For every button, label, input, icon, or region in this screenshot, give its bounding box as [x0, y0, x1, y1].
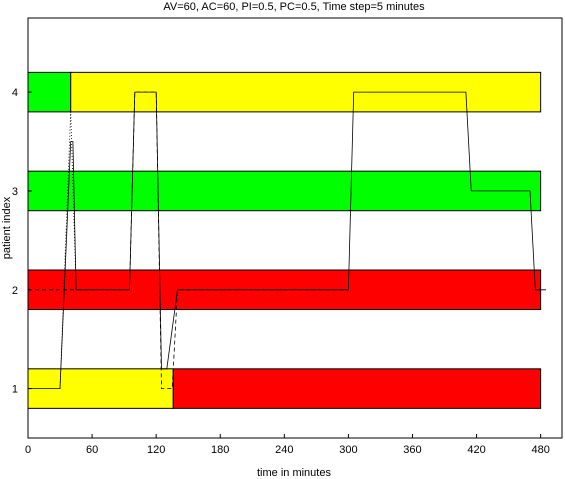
x-tick-label-120: 120 [147, 444, 165, 456]
x-tick-label-240: 240 [275, 444, 293, 456]
y-tick-label-3: 3 [12, 186, 18, 198]
y-tick-label-1: 1 [12, 384, 18, 396]
trace-dashed-2 [28, 91, 349, 389]
bars-layer [27, 71, 542, 409]
patient-4-segment-1 [27, 71, 72, 113]
patient-3-segment-1 [27, 170, 542, 212]
traces-layer [28, 91, 546, 389]
x-tick-label-180: 180 [211, 444, 229, 456]
x-tick-label-360: 360 [403, 444, 421, 456]
x-tick-label-0: 0 [25, 444, 31, 456]
x-axis-label: time in minutes [257, 467, 331, 479]
x-tick-label-300: 300 [339, 444, 357, 456]
x-tick-label-420: 420 [467, 444, 485, 456]
trace-dotted-3 [59, 111, 82, 389]
x-tick-label-480: 480 [531, 444, 549, 456]
patient-1-segment-2 [172, 368, 542, 409]
y-tick-label-2: 2 [12, 285, 18, 297]
y-axis: 1 2 3 4 [12, 87, 32, 396]
plot-frame [27, 17, 563, 439]
y-tick-label-4: 4 [12, 87, 18, 99]
chart-title: AV=60, AC=60, PI=0.5, PC=0.5, Time step=… [163, 1, 425, 13]
x-tick-label-60: 60 [86, 444, 98, 456]
y-axis-label: patient index [1, 196, 13, 259]
x-axis: 0 60 120 180 240 300 360 420 480 [25, 434, 550, 456]
trace-solid-1 [28, 91, 546, 389]
